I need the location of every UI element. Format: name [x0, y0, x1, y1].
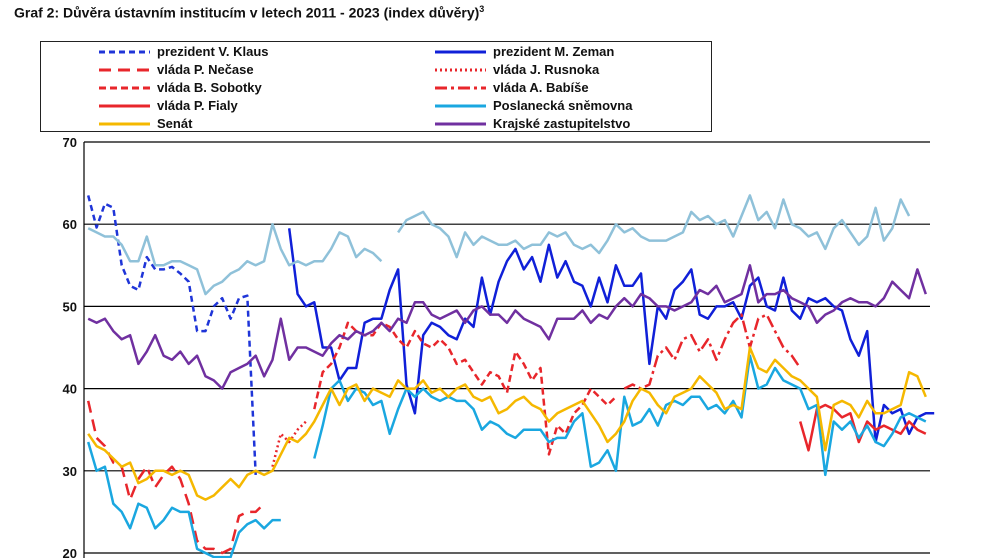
legend-label: vláda B. Sobotky [157, 80, 262, 95]
series-line [271, 420, 307, 468]
series-line [86, 400, 265, 555]
legend-swatch [435, 104, 486, 108]
legend-label: prezident M. Zeman [493, 44, 615, 59]
legend-label: Krajské zastupitelstvo [493, 116, 631, 131]
chart-legend: prezident V. Klaus prezident M. Zeman vlád… [40, 41, 712, 132]
legend-label: vláda A. Babíše [493, 80, 589, 95]
series-line [86, 195, 257, 475]
legend-swatch [99, 50, 150, 54]
chart-title-footnote: 3 [479, 4, 485, 14]
y-tick-label: 70 [63, 135, 77, 150]
y-tick-label: 60 [63, 217, 77, 232]
series-line [287, 228, 935, 444]
series-line [87, 346, 927, 501]
legend-swatch [435, 50, 486, 54]
legend-swatch [435, 86, 486, 90]
legend-swatch [99, 122, 150, 126]
legend-swatch [435, 122, 486, 126]
chart-title: Graf 2: Důvěra ústavním institucím v let… [14, 4, 484, 21]
y-tick-label: 40 [63, 382, 77, 397]
legend-label: Senát [157, 116, 193, 131]
legend-label: Poslanecká sněmovna [493, 98, 633, 113]
legend-label: vláda J. Rusnoka [493, 62, 600, 77]
series-line [87, 264, 927, 390]
series-line [623, 313, 802, 390]
y-tick-label: 30 [63, 464, 77, 479]
series-line [86, 441, 281, 558]
chart-title-text: Graf 2: Důvěra ústavním institucím v let… [14, 4, 480, 21]
legend-swatch [99, 86, 150, 90]
y-tick-label: 20 [63, 546, 77, 558]
series-line [313, 354, 927, 477]
series-line [87, 222, 383, 296]
legend-swatch [435, 68, 486, 72]
legend-label: vláda P. Nečase [157, 62, 254, 77]
legend-label: vláda P. Fialy [157, 98, 238, 113]
series-line [397, 194, 911, 259]
legend-swatch [99, 104, 150, 108]
y-tick-label: 50 [63, 299, 77, 314]
legend-swatch [99, 68, 150, 72]
legend-label: prezident V. Klaus [157, 44, 269, 59]
